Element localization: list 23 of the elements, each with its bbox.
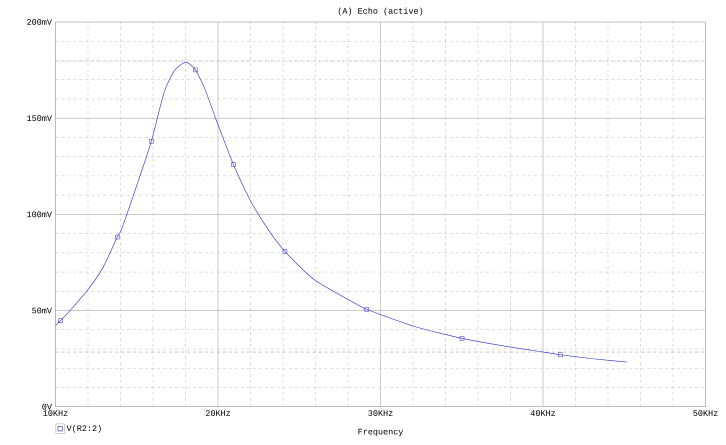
point [231, 162, 236, 167]
y-tick-label: 50mV [32, 308, 52, 314]
point [558, 352, 563, 358]
x-tick-label: 40KHz [530, 410, 556, 416]
point [58, 318, 63, 323]
point [193, 68, 198, 72]
x-tick-label: 30KHz [368, 410, 393, 416]
point [282, 249, 288, 254]
y-tick-label: 100mV [27, 211, 52, 218]
y-tick-label: 200mV [27, 19, 52, 25]
legend-label: V(R2:2) [66, 424, 101, 433]
y-tick-label: 150mV [27, 115, 52, 122]
line-series [56, 62, 628, 362]
point [364, 307, 369, 312]
point [460, 336, 464, 341]
x-tick-label: 50KHz [693, 410, 718, 416]
x-axis-title: Frequency [358, 428, 404, 436]
y-tick-label: 0V [42, 404, 52, 410]
point [115, 234, 120, 240]
x-tick-label: 10KHz [43, 410, 68, 416]
chart-title: (A) Echo (active) [338, 8, 422, 16]
point [149, 139, 154, 144]
x-tick-label: 20KHz [206, 410, 230, 416]
